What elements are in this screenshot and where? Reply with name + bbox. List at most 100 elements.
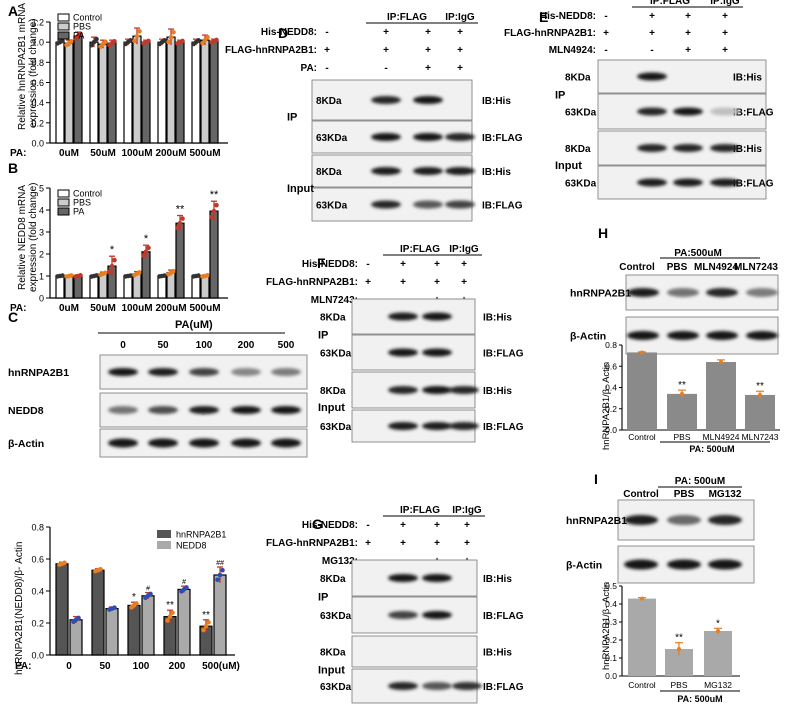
panel-b-data-point [94, 273, 99, 278]
panel-i-significance: ** [675, 633, 683, 644]
panel-b-data-point [78, 273, 83, 278]
panel-f-band [422, 386, 452, 394]
panel-g-mw-label: 8KDa [320, 574, 346, 585]
panel-h-data-point [758, 392, 762, 397]
panel-c-chart-x-label: 200 [169, 661, 186, 672]
panel-b-data-point [69, 273, 74, 278]
panel-f-band [388, 386, 418, 394]
panel-h-band [706, 331, 738, 340]
panel-a-data-point [166, 39, 171, 45]
panel-g-mw-label: 63KDa [320, 611, 352, 622]
panel-d-group-input: Input [287, 183, 314, 195]
panel-c-band [189, 368, 219, 376]
panel-c-chart-y-tick-label: 0.2 [31, 619, 44, 629]
panel-a-data-point [60, 38, 65, 44]
panel-a-bar [73, 35, 83, 144]
panel-d-mw-label: 63KDa [316, 201, 348, 212]
panel-g-condition-value: + [434, 520, 440, 531]
panel-c-chart-bar [91, 569, 105, 656]
panel-c-chart-y-tick-label: 0.0 [31, 651, 44, 661]
panel-e-band [673, 178, 703, 187]
panel-c-chart-significance: ** [202, 610, 210, 621]
panel-c-chart-x-label: 100 [133, 661, 150, 672]
panel-b-data-point [141, 253, 146, 259]
panel-f-band [449, 386, 479, 394]
panel-h-letter: H [598, 225, 608, 241]
panel-c-chart-data-point [184, 585, 189, 590]
panel-i-band [667, 559, 701, 570]
panel-d-condition-label: PA: [301, 63, 317, 74]
panel-h-data-point [640, 350, 644, 355]
panel-e-ib-label: IB:His [733, 73, 762, 84]
panel-b-bar [209, 210, 219, 299]
panel-c-band [231, 368, 261, 376]
panel-e-condition-value: - [650, 45, 653, 56]
panel-c-dose-label: 50 [157, 340, 169, 351]
panel-b-bar [157, 275, 167, 299]
panel-g-condition-value: + [400, 538, 406, 549]
panel-a-y-tick-label: 0.2 [31, 118, 44, 128]
panel-g-band [422, 682, 452, 690]
panel-d-band [371, 167, 401, 175]
panel-f: F IP:FLAG IP:IgG His-NEDD8: - + + + FLAG-hnRNPA2… [266, 244, 524, 443]
panel-a-data-point [171, 29, 176, 35]
panel-d-condition-value: + [425, 27, 431, 38]
panel-a-bar [64, 42, 74, 144]
panel-g-ip-flag: IP:FLAG [400, 505, 440, 516]
panel-d-mw-label: 63KDa [316, 133, 348, 144]
panel-d-band [413, 96, 443, 104]
panel-b-data-point [60, 273, 65, 278]
panel-a-y-tick-label: 0.0 [31, 139, 44, 149]
panel-h-significance: ** [756, 381, 764, 392]
panel-h-bar [745, 394, 775, 430]
panel-g-band [422, 574, 452, 582]
panel-e-condition-value: + [722, 28, 728, 39]
panel-f-mw-label: 63KDa [320, 422, 352, 433]
panel-a-data-point [134, 33, 140, 39]
panel-i-x-treatment: PA: 500uM [677, 694, 722, 704]
panel-b-y-tick-label: 3 [39, 228, 44, 238]
panel-a-data-point [132, 38, 137, 44]
panel-a-data-point [200, 40, 205, 46]
panel-a-x-label: 0uM [59, 148, 79, 159]
panel-a-bar [209, 40, 219, 144]
panel-h-y-tick-label: 0.0 [605, 425, 617, 435]
panel-e-band [710, 107, 740, 116]
panel-i-ylabel: hnRNPA2B1/β- Actin [601, 582, 612, 670]
panel-c-chart-data-point [148, 591, 153, 597]
panel-e-band [710, 144, 740, 152]
panel-i-data-point [640, 596, 644, 601]
panel-b-data-point [107, 269, 112, 275]
panel-c-band [108, 406, 138, 414]
panel-b-data-point [109, 263, 115, 269]
panel-a-y-tick-label: 0.8 [31, 58, 44, 68]
panel-e-condition-label: MLN4924: [549, 45, 596, 56]
panel-f-mw-label: 63KDa [320, 349, 352, 360]
panel-letter-a: A [8, 3, 18, 19]
panel-c-chart-data-point [206, 620, 211, 625]
panel-b-y-tick-label: 2 [39, 250, 44, 260]
panel-i: I PA: 500uM Control PBS MG132 hnRNPA2B1 β-Acti… [566, 471, 755, 704]
panel-c-dose-label: 200 [238, 340, 255, 351]
panel-d-condition-value: + [457, 63, 463, 74]
panel-b-legend-swatch [57, 198, 70, 207]
panel-h-treatment: PA:500uM [674, 248, 722, 259]
panel-f-ip-igg: IP:IgG [449, 244, 479, 255]
panel-c-band [271, 368, 301, 376]
panel-d-ip-flag: IP:FLAG [387, 12, 427, 23]
panel-a-data-point [202, 37, 208, 43]
panel-b-data-point [162, 273, 167, 278]
panel-e-ib-label: IB:FLAG [733, 179, 774, 190]
panel-d-band [413, 200, 443, 209]
panel-c-chart-legend-swatch [157, 530, 171, 538]
panel-i-x-label: Control [628, 680, 656, 690]
panel-a-x-label: 100uM [121, 148, 152, 159]
panel-a-data-point [78, 31, 83, 36]
panel-c-chart-data-point [165, 618, 170, 623]
panel-e-band [637, 72, 667, 81]
panel-a-y-tick-label: 0.4 [31, 98, 44, 108]
panel-d-group-ip: IP [287, 112, 297, 124]
panel-d-band [413, 167, 443, 175]
panel-e-mw-label: 63KDa [565, 108, 597, 119]
